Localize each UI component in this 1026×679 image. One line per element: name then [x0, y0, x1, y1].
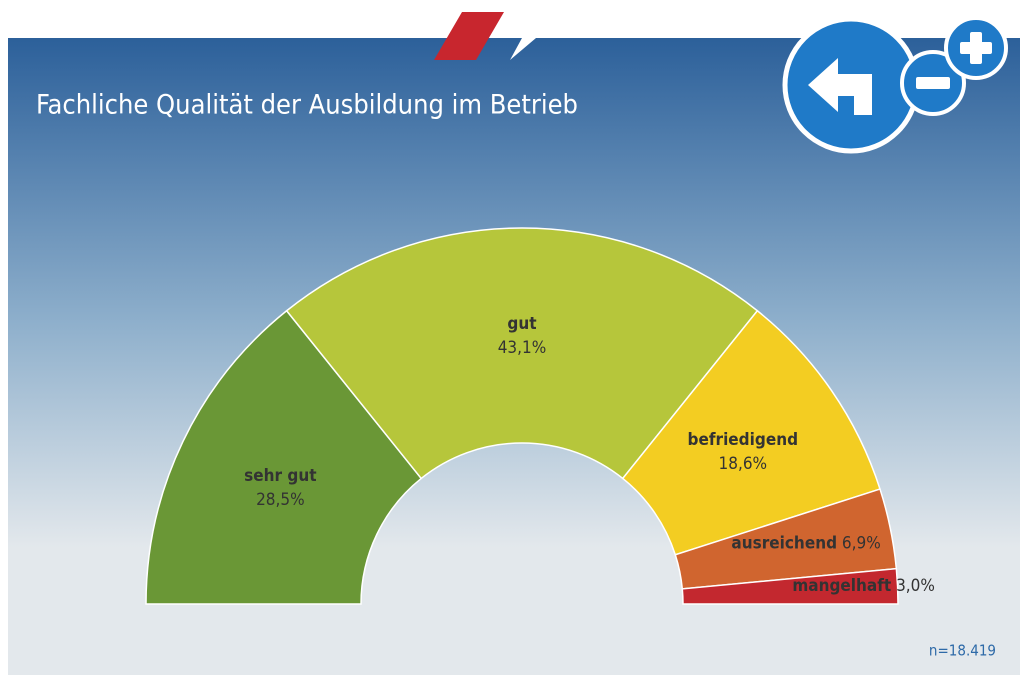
segment — [681, 567, 899, 605]
zoom-in-button[interactable] — [944, 16, 1008, 80]
segment — [285, 227, 759, 480]
segment — [621, 309, 881, 556]
category-name: sehr gut — [244, 466, 316, 486]
zoom-out-button[interactable] — [900, 50, 966, 116]
category-name: ausreichend — [731, 534, 837, 554]
segment-label: befriedigend 18,6% — [688, 430, 798, 474]
value-label: 18,6% — [719, 454, 768, 474]
category-name: befriedigend — [688, 430, 798, 450]
category-name: mangelhaft — [792, 576, 891, 596]
value-label: 28,5% — [256, 490, 305, 510]
category-name: gut — [507, 314, 536, 334]
back-button[interactable] — [782, 16, 920, 154]
value-label: 6,9% — [842, 534, 881, 554]
value-label: 43,1% — [498, 338, 547, 358]
note: n=18.419 — [929, 642, 996, 660]
logo-stripe — [434, 12, 504, 60]
value-label: 3,0% — [896, 576, 935, 596]
segment — [145, 309, 423, 605]
segment-label: ausreichend 6,9% — [731, 534, 880, 554]
chart-title: Fachliche Qualität der Ausbildung im Bet… — [36, 90, 578, 121]
segment-label: sehr gut 28,5% — [244, 466, 316, 510]
segment-label: mangelhaft 3,0% — [792, 576, 935, 596]
segment-label: gut 43,1% — [498, 314, 547, 358]
